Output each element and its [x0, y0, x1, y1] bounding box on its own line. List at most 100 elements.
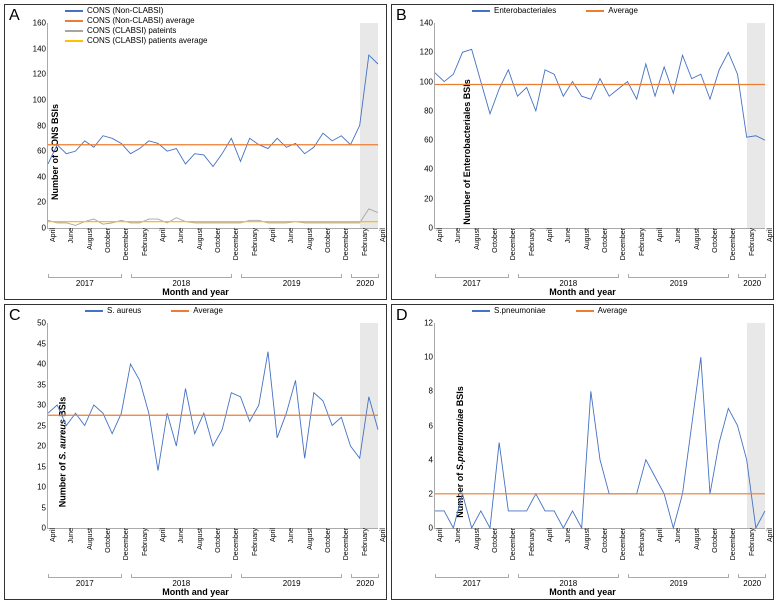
- y-tick: 40: [37, 172, 48, 181]
- year-bracket: [48, 274, 122, 278]
- panel-B: BNumber of Enterobacteriales BSIsMonth a…: [391, 4, 774, 300]
- x-tick: December: [618, 228, 627, 260]
- panel-letter: C: [9, 307, 21, 325]
- y-tick: 40: [37, 360, 48, 369]
- x-tick: October: [710, 528, 719, 553]
- legend-swatch: [65, 20, 83, 22]
- x-axis-label: Month and year: [549, 287, 616, 297]
- year-label: 2019: [283, 279, 301, 288]
- legend-item: S. aureus: [85, 306, 141, 315]
- legend-label: CONS (CLABSI) patients average: [87, 36, 208, 45]
- y-tick: 10: [37, 483, 48, 492]
- x-tick: December: [341, 228, 350, 260]
- year-bracket: [131, 274, 232, 278]
- legend-label: S. aureus: [107, 306, 141, 315]
- legend-swatch: [586, 10, 604, 12]
- x-tick: February: [747, 528, 756, 556]
- x-tick: October: [323, 228, 332, 253]
- year-label: 2019: [670, 579, 688, 588]
- x-tick: February: [637, 528, 646, 556]
- x-tick: October: [490, 228, 499, 253]
- x-tick: October: [600, 228, 609, 253]
- x-tick: December: [231, 528, 240, 560]
- plot-area: 020406080100120140AprilJuneAugustOctober…: [434, 23, 765, 229]
- year-label: 2017: [463, 579, 481, 588]
- y-tick: 15: [37, 462, 48, 471]
- x-tick: June: [176, 228, 185, 243]
- x-tick: August: [85, 528, 94, 550]
- legend-item: CONS (CLABSI) pateints: [65, 26, 208, 35]
- y-tick: 140: [420, 19, 435, 28]
- x-tick: April: [655, 528, 664, 542]
- panel-C: CNumber of S. aureus BSIsMonth and year0…: [4, 304, 387, 600]
- x-axis-label: Month and year: [162, 287, 229, 297]
- x-tick: February: [140, 228, 149, 256]
- x-tick: October: [600, 528, 609, 553]
- series-line: [435, 357, 765, 528]
- y-tick: 50: [37, 319, 48, 328]
- x-tick: June: [563, 528, 572, 543]
- panel-letter: B: [396, 7, 407, 25]
- x-tick: April: [655, 228, 664, 242]
- y-tick: 45: [37, 339, 48, 348]
- x-tick: August: [472, 228, 481, 250]
- x-tick: April: [378, 228, 387, 242]
- x-tick: August: [692, 228, 701, 250]
- legend-label: Enterobacteriales: [494, 6, 556, 15]
- y-tick: 20: [37, 442, 48, 451]
- x-axis-label: Month and year: [549, 587, 616, 597]
- legend-swatch: [472, 310, 490, 312]
- x-tick: August: [472, 528, 481, 550]
- x-tick: June: [176, 528, 185, 543]
- year-label: 2019: [670, 279, 688, 288]
- legend-swatch: [171, 310, 189, 312]
- x-tick: October: [103, 228, 112, 253]
- panel-letter: A: [9, 7, 20, 25]
- series-line: [435, 49, 765, 140]
- legend: S. aureus Average: [85, 305, 223, 316]
- panel-D: DNumber of S.pneumoniae BSIsMonth and ye…: [391, 304, 774, 600]
- x-tick: August: [692, 528, 701, 550]
- y-tick: 160: [33, 19, 48, 28]
- year-label: 2018: [172, 279, 190, 288]
- x-tick: October: [103, 528, 112, 553]
- x-tick: February: [360, 228, 369, 256]
- x-tick: August: [195, 528, 204, 550]
- x-tick: June: [673, 528, 682, 543]
- x-tick: April: [545, 228, 554, 242]
- x-tick: October: [490, 528, 499, 553]
- year-bracket: [48, 574, 122, 578]
- year-bracket: [628, 574, 729, 578]
- x-tick: June: [286, 228, 295, 243]
- x-tick: April: [48, 228, 57, 242]
- series-line: [48, 55, 378, 166]
- y-tick: 140: [33, 44, 48, 53]
- x-tick: October: [213, 528, 222, 553]
- legend-swatch: [65, 40, 83, 42]
- legend: CONS (Non-CLABSI)CONS (Non-CLABSI) avera…: [65, 5, 208, 46]
- x-tick: December: [728, 228, 737, 260]
- x-tick: February: [360, 528, 369, 556]
- x-axis-label: Month and year: [162, 587, 229, 597]
- year-bracket: [738, 574, 766, 578]
- x-tick: February: [637, 228, 646, 256]
- legend-item: Average: [171, 306, 223, 315]
- year-bracket: [518, 574, 619, 578]
- x-tick: April: [158, 228, 167, 242]
- legend: EnterobacterialesAverage: [472, 5, 638, 16]
- plot-area: 024681012AprilJuneAugustOctoberDecemberF…: [434, 323, 765, 529]
- y-tick: 100: [33, 95, 48, 104]
- x-tick: April: [268, 228, 277, 242]
- year-bracket: [131, 574, 232, 578]
- plot-svg: [435, 323, 765, 528]
- year-label: 2020: [356, 579, 374, 588]
- x-tick: June: [563, 228, 572, 243]
- x-tick: April: [435, 228, 444, 242]
- legend-label: CONS (Non-CLABSI): [87, 6, 163, 15]
- plot-area: 05101520253035404550AprilJuneAugustOctob…: [47, 323, 378, 529]
- legend-label: S.pneumoniae: [494, 306, 546, 315]
- legend-item: CONS (Non-CLABSI): [65, 6, 208, 15]
- y-tick: 20: [37, 198, 48, 207]
- x-tick: June: [66, 528, 75, 543]
- x-tick: April: [48, 528, 57, 542]
